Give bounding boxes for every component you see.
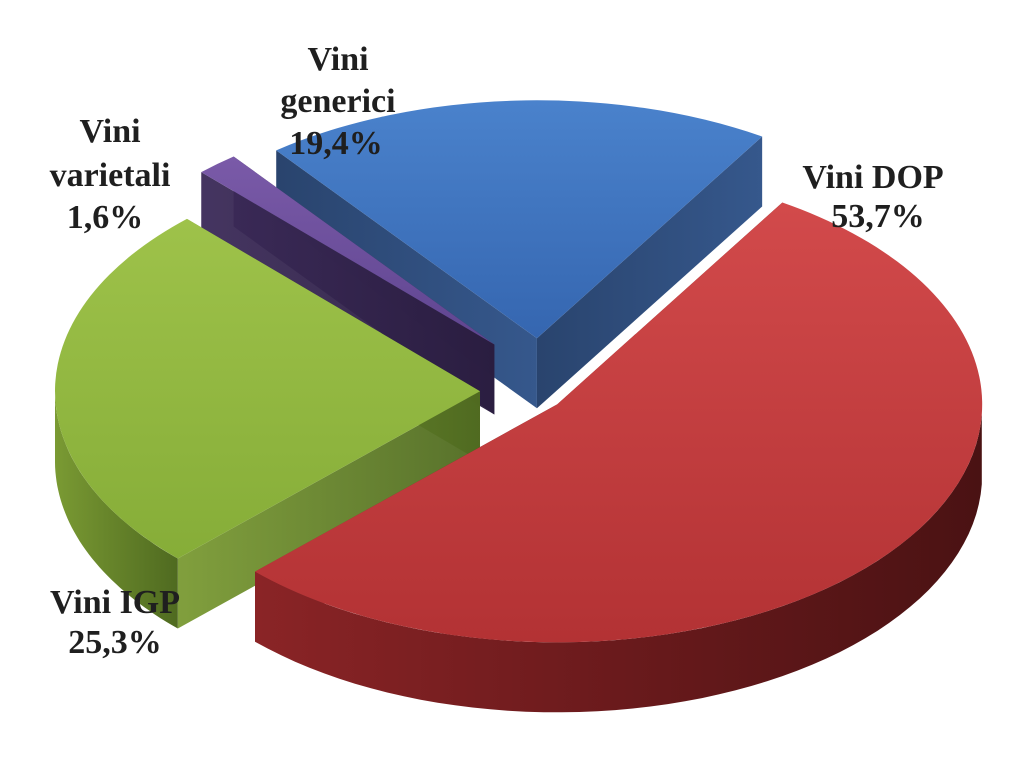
slice-value: 1,6% bbox=[67, 199, 144, 236]
pie-slice-top bbox=[201, 156, 495, 345]
pie-slice-top bbox=[55, 218, 481, 559]
pie-slice-vini-igp bbox=[55, 218, 481, 629]
slice-label-vini-generici: Vini generici 19,4% bbox=[280, 41, 395, 162]
slice-name-line-1: Vini bbox=[79, 113, 140, 150]
pie-slice-side bbox=[55, 392, 178, 629]
pie-slice-top bbox=[276, 100, 763, 339]
pie-slice-vini-dop bbox=[254, 202, 983, 713]
slice-name-line-2: generici bbox=[280, 83, 395, 120]
slice-label-vini-varietali: Vini varietali 1,6% bbox=[50, 113, 171, 236]
slice-name: Vini DOP bbox=[802, 159, 943, 196]
pie-slice-top bbox=[254, 202, 983, 643]
slice-value: 53,7% bbox=[831, 198, 925, 235]
slice-value: 19,4% bbox=[289, 125, 383, 162]
pie-slice-vini-varietali bbox=[201, 156, 495, 415]
pie-slice-cut bbox=[201, 172, 495, 415]
slice-label-vini-igp: Vini IGP 25,3% bbox=[50, 584, 180, 661]
pie-slice-cut bbox=[177, 391, 481, 629]
pie-slice-cut bbox=[536, 136, 763, 409]
slice-name-line-1: Vini bbox=[307, 41, 368, 78]
slice-name-line-2: varietali bbox=[50, 157, 171, 194]
slice-value: 25,3% bbox=[68, 624, 162, 661]
slice-label-vini-dop: Vini DOP 53,7% bbox=[802, 159, 943, 235]
slice-name: Vini IGP bbox=[50, 584, 180, 621]
pie-slice-side bbox=[255, 414, 982, 713]
